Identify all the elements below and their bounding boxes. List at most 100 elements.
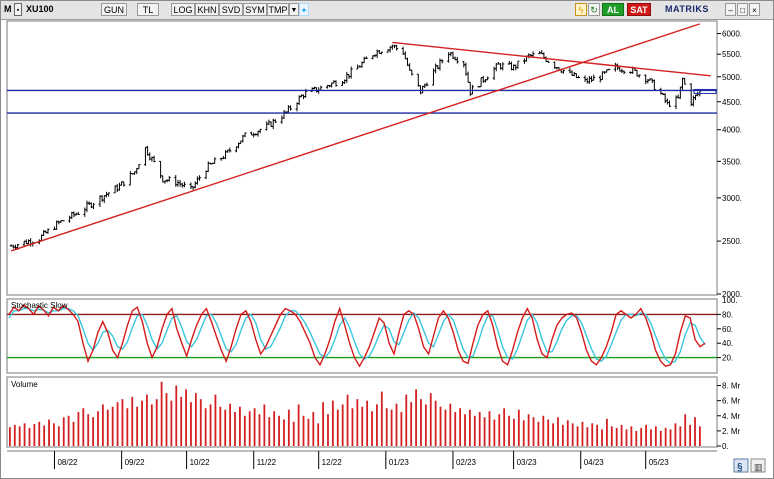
volume-bar xyxy=(361,406,364,446)
volume-tick-label: 0. xyxy=(722,442,729,451)
scroll-controls[interactable]: § ▥ xyxy=(733,458,766,473)
volume-bar xyxy=(302,415,305,446)
volume-bar xyxy=(390,409,393,446)
volume-bar xyxy=(53,423,55,446)
volume-bar xyxy=(581,421,584,446)
date-tick-label: 03/23 xyxy=(517,458,538,467)
buy-button[interactable]: AL xyxy=(602,3,624,16)
tmp-button[interactable]: TMP xyxy=(267,3,289,16)
volume-bar xyxy=(552,423,554,446)
volume-bar xyxy=(155,399,158,446)
price-tick-label: 2500. xyxy=(722,237,742,246)
currency-button[interactable]: TL xyxy=(137,3,159,16)
volume-bar xyxy=(312,412,315,446)
volume-bar xyxy=(165,393,168,446)
menu-m-label[interactable]: M xyxy=(4,4,12,14)
volume-bar xyxy=(684,414,687,446)
volume-tick-label: 8. Mr xyxy=(722,382,741,391)
trendline-rising[interactable] xyxy=(10,23,701,252)
sym-button[interactable]: SYM xyxy=(243,3,267,16)
volume-bar xyxy=(483,417,486,446)
volume-bar xyxy=(351,408,354,446)
volume-bar xyxy=(190,402,192,446)
volume-bar xyxy=(13,424,16,446)
stochastic-top-label: 100. xyxy=(722,296,738,305)
volume-bar xyxy=(478,412,481,446)
symbol-label[interactable]: XU100 xyxy=(26,4,54,14)
volume-bar xyxy=(664,427,667,446)
volume-bar xyxy=(214,394,217,446)
stochastic-d-line xyxy=(8,307,706,365)
zoom-icon[interactable] xyxy=(750,458,766,473)
volume-bar xyxy=(273,411,276,446)
khn-button[interactable]: KHN xyxy=(195,3,219,16)
volume-bar xyxy=(659,430,662,446)
sell-button[interactable]: SAT xyxy=(627,3,651,16)
volume-bar xyxy=(322,402,324,446)
twitter-icon[interactable]: ✦ xyxy=(299,3,309,16)
volume-bar xyxy=(400,412,403,446)
volume-bar xyxy=(508,415,510,446)
volume-bar xyxy=(645,424,647,446)
trendline-falling[interactable] xyxy=(392,41,711,77)
stochastic-tick-label: 80. xyxy=(722,310,733,319)
refresh-icon[interactable]: ↻ xyxy=(588,3,600,16)
svd-button[interactable]: SVD xyxy=(219,3,243,16)
volume-bar xyxy=(488,411,491,446)
close-icon[interactable]: × xyxy=(749,3,760,16)
minimize-icon[interactable]: – xyxy=(725,3,736,16)
date-tick-label: 11/22 xyxy=(257,458,277,467)
date-tick-label: 02/23 xyxy=(456,458,477,467)
stochastic-tick-label: 20. xyxy=(722,354,733,363)
volume-bar xyxy=(199,399,202,446)
volume-bar xyxy=(336,409,339,446)
log-button[interactable]: LOG xyxy=(171,3,195,16)
price-tick-label: 6000. xyxy=(722,30,742,39)
maximize-icon[interactable]: □ xyxy=(737,3,748,16)
price-tick-label: 4500. xyxy=(722,98,742,107)
price-tick-label: 5000. xyxy=(722,73,742,82)
volume-bar xyxy=(287,409,290,446)
volume-bar xyxy=(317,423,320,446)
date-tick-label: 08/22 xyxy=(57,458,78,467)
volume-bar xyxy=(547,419,550,446)
volume-bar xyxy=(571,423,574,446)
volume-bar xyxy=(591,423,594,446)
volume-bar xyxy=(239,406,241,446)
scroll-left-icon[interactable] xyxy=(733,458,749,473)
volume-bar xyxy=(18,426,21,446)
volume-bar xyxy=(307,418,310,446)
volume-bar xyxy=(141,400,143,446)
volume-bar xyxy=(517,409,520,446)
volume-bar xyxy=(33,424,36,446)
volume-bar xyxy=(136,406,139,446)
volume-bar xyxy=(106,409,109,446)
volume-bar xyxy=(356,399,359,446)
lightning-icon[interactable]: ϟ xyxy=(575,3,587,16)
period-button[interactable]: GUN xyxy=(101,3,127,16)
price-tick-label: 4000. xyxy=(722,126,742,135)
volume-bar xyxy=(459,408,462,446)
volume-bar xyxy=(116,402,119,446)
volume-bar xyxy=(606,418,608,446)
volume-bar xyxy=(635,430,638,446)
menu-toggle-icon[interactable]: ▪ xyxy=(14,3,22,16)
volume-bar xyxy=(82,408,85,446)
volume-bar xyxy=(610,426,613,446)
dropdown-arrow-icon[interactable]: ▼ xyxy=(289,3,299,16)
volume-bar xyxy=(126,408,129,446)
volume-bar xyxy=(557,417,559,446)
volume-bar xyxy=(596,424,599,446)
volume-tick-label: 2. Mr xyxy=(722,427,741,436)
volume-bar xyxy=(395,403,398,446)
volume-bar xyxy=(97,411,99,446)
volume-bar xyxy=(689,424,692,446)
stochastic-title: Stochastic Slow xyxy=(11,301,68,310)
volume-bar xyxy=(620,424,623,446)
volume-bar xyxy=(77,412,80,446)
volume-bar xyxy=(224,409,227,446)
stochastic-tick-label: 40. xyxy=(722,339,733,348)
volume-bar xyxy=(146,394,148,446)
volume-bar xyxy=(341,404,344,446)
